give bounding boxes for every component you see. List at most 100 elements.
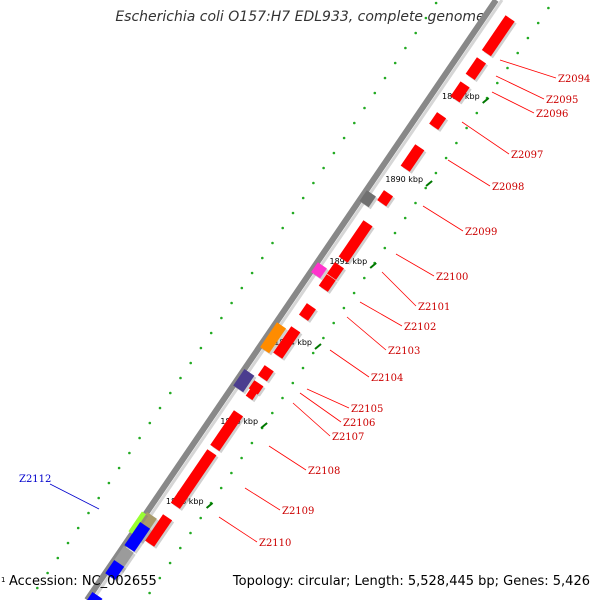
gene-leader-line — [499, 59, 557, 79]
inner-scale-dot — [373, 91, 377, 95]
gene-label: Z2110 — [259, 538, 291, 549]
major-tick — [260, 422, 268, 429]
gene-label: Z2103 — [388, 346, 420, 357]
inner-scale-dot — [46, 571, 49, 575]
inner-scale-dot — [342, 136, 346, 140]
inner-scale-dot — [169, 391, 172, 395]
gene-leader-line — [218, 516, 258, 543]
outer-scale-dot — [516, 51, 519, 55]
gene-label: Z2102 — [404, 322, 436, 333]
major-tick — [369, 262, 377, 269]
gene-feature — [124, 522, 151, 552]
inner-scale-dot — [261, 256, 264, 260]
inner-scale-dot — [353, 121, 356, 125]
outer-scale-dot — [363, 276, 366, 280]
inner-scale-dot — [383, 76, 387, 80]
gene-feature — [105, 560, 125, 580]
outer-scale-dot — [301, 366, 305, 370]
outer-scale-dot — [311, 351, 315, 355]
outer-scale-dot — [230, 471, 233, 475]
gene-feature — [326, 262, 344, 280]
inner-scale-dot — [271, 241, 274, 245]
gene-leader-line — [346, 316, 387, 351]
gene-feature — [170, 491, 188, 509]
gene-feature — [245, 389, 257, 401]
outer-scale-dot — [465, 126, 468, 130]
gene-label: Z2098 — [492, 182, 524, 193]
gene-leader-line — [461, 121, 510, 155]
major-tick — [205, 502, 214, 509]
inner-scale-dot — [128, 451, 131, 455]
major-tick — [482, 97, 490, 104]
inner-scale-dot — [117, 466, 121, 470]
accession-label: Accession: NC_002655 — [9, 574, 157, 589]
gene-label: Z2101 — [418, 302, 450, 313]
map-title: Escherichia coli O157:H7 EDL933, complet… — [115, 9, 485, 25]
outer-scale-dot — [547, 6, 550, 10]
outer-scale-dot — [148, 591, 151, 595]
gene-label: Z2108 — [308, 466, 340, 477]
gene-feature — [145, 514, 173, 547]
outer-scale-dot — [250, 441, 254, 445]
gene-feature — [233, 369, 255, 393]
outer-scale-dot — [536, 21, 540, 25]
outer-scale-dot — [322, 336, 325, 340]
inner-scale-dot — [209, 331, 213, 335]
inner-scale-dot — [240, 286, 244, 290]
gene-label: Z2096 — [536, 109, 568, 120]
outer-scale-dot — [496, 81, 499, 85]
gene-feature — [481, 15, 515, 57]
gene-leader-line — [292, 402, 331, 437]
inner-scale-dot — [189, 361, 192, 365]
gene-label: Z2099 — [465, 227, 497, 238]
outer-scale-dot — [383, 246, 387, 250]
outer-scale-dot — [199, 516, 202, 520]
inner-scale-dot — [148, 421, 152, 425]
inner-scale-dot — [414, 31, 418, 35]
gene-label: Z2112 — [19, 474, 51, 485]
backbone-line — [84, 0, 499, 600]
inner-scale-dot — [199, 346, 203, 350]
outer-scale-dot — [444, 156, 448, 160]
gene-feature — [429, 112, 447, 130]
outer-scale-dot — [352, 291, 356, 295]
gene-label: Z2105 — [351, 404, 383, 415]
gene-label: Z2095 — [546, 95, 578, 106]
inner-scale-dot — [138, 436, 141, 440]
gene-feature — [210, 410, 244, 452]
gene-feature — [87, 592, 103, 600]
inner-scale-dot — [250, 271, 254, 275]
inner-scale-dot — [322, 166, 325, 170]
gene-feature — [377, 190, 394, 207]
inner-scale-dot — [158, 406, 162, 410]
edge-tick-label: 1 — [1, 576, 6, 584]
kbp-label: 1890 kbp — [385, 175, 423, 184]
inner-scale-dot — [97, 496, 100, 500]
gene-label: Z2097 — [511, 150, 543, 161]
outer-scale-dot — [240, 456, 243, 460]
outer-scale-dot — [168, 561, 172, 565]
inner-scale-dot — [312, 181, 315, 185]
major-tick — [425, 180, 433, 187]
gene-feature — [450, 81, 470, 103]
gene-leader-line — [329, 349, 370, 378]
gene-label: Z2109 — [282, 506, 314, 517]
gene-label: Z2106 — [343, 418, 375, 429]
gene-leader-line — [244, 487, 281, 511]
gene-feature — [260, 322, 287, 354]
inner-scale-dot — [56, 556, 60, 560]
inner-scale-dot — [179, 376, 182, 380]
outer-scale-dot — [332, 321, 336, 325]
gene-feature — [400, 144, 425, 172]
inner-scale-dot — [66, 541, 70, 545]
inner-scale-dot — [291, 211, 295, 215]
major-tick — [314, 343, 322, 350]
inner-scale-dot — [424, 16, 428, 20]
inner-scale-dot — [220, 316, 223, 320]
outer-scale-dot — [291, 381, 295, 385]
outer-scale-dot — [342, 306, 346, 310]
gene-label: Z2107 — [332, 432, 364, 443]
outer-scale-dot — [189, 531, 192, 535]
outer-scale-dot — [526, 36, 530, 40]
